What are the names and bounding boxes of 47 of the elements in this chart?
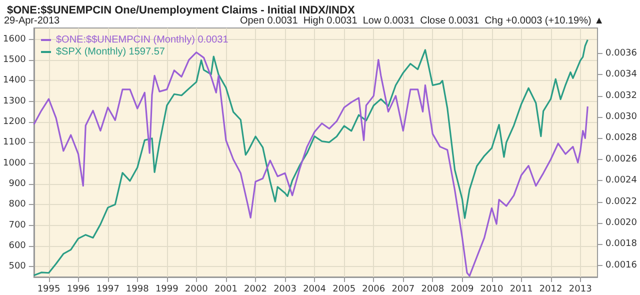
x-tick-label: 2011 — [510, 284, 533, 294]
y2-tick-label: 0.0032 — [606, 90, 638, 101]
y-tick-label: 1600 — [3, 34, 26, 44]
legend-label: $SPX (Monthly) 1597.57 — [56, 46, 166, 58]
y2-tick-label: 0.0022 — [606, 196, 638, 207]
x-tick-label: 2003 — [274, 284, 296, 294]
y-tick-label: 500 — [8, 262, 26, 272]
x-tick-label: 1996 — [66, 284, 90, 294]
y2-tick-label: 0.0020 — [606, 218, 638, 228]
x-tick-label: 2010 — [480, 284, 504, 294]
y2-tick-label: 0.0018 — [606, 239, 638, 250]
x-tick-label: 1998 — [126, 284, 150, 294]
x-tick-label: 2005 — [332, 284, 356, 294]
y2-tick-label: 0.0026 — [606, 154, 638, 164]
x-tick-label: 2008 — [421, 284, 444, 294]
y-tick-label: 600 — [8, 241, 26, 252]
y2-tick-label: 0.0016 — [606, 260, 638, 270]
x-tick-label: 2002 — [244, 284, 267, 294]
legend-label: $ONE:$$UNEMPCIN (Monthly) 0.0031 — [56, 34, 229, 46]
y-tick-label: 700 — [8, 220, 26, 230]
y-tick-label: 800 — [8, 200, 26, 210]
x-tick-label: 2012 — [539, 284, 562, 294]
x-tick-label: 2000 — [184, 284, 208, 294]
x-tick-label: 1995 — [37, 284, 60, 294]
x-tick-label: 2001 — [214, 284, 238, 294]
y-tick-label: 900 — [8, 179, 26, 190]
y2-tick-label: 0.0036 — [606, 48, 638, 58]
x-tick-label: 2013 — [568, 284, 592, 294]
y2-tick-label: 0.0034 — [606, 70, 638, 80]
x-tick-label: 1999 — [155, 284, 179, 294]
text: 29-Apr-2013 — [4, 16, 60, 26]
text: Open 0.0031 High 0.0031 Low 0.0031 Close 0.0031 Chg +0.0003 (+10.19%) ▲ — [240, 16, 604, 26]
y2-tick-label: 0.0024 — [606, 176, 638, 186]
x-tick-label: 2009 — [450, 284, 474, 294]
y-tick-label: 1100 — [3, 138, 26, 148]
y-tick-label: 1000 — [3, 158, 26, 168]
x-tick-label: 2007 — [392, 284, 415, 294]
y-tick-label: 1200 — [3, 117, 26, 128]
x-tick-label: 2004 — [303, 284, 326, 294]
y-tick-label: 1300 — [3, 96, 26, 106]
y2-tick-label: 0.0030 — [606, 112, 638, 122]
x-tick-label: 2006 — [362, 284, 386, 294]
y-tick-label: 1500 — [3, 55, 26, 66]
y2-tick-label: 0.0028 — [606, 133, 638, 144]
y-tick-label: 1400 — [3, 76, 26, 86]
x-tick-label: 1997 — [96, 284, 120, 294]
chart-title: $ONE:$$UNEMPCIN One/Unemployment Claims - Initial INDX/INDX — [7, 4, 356, 16]
